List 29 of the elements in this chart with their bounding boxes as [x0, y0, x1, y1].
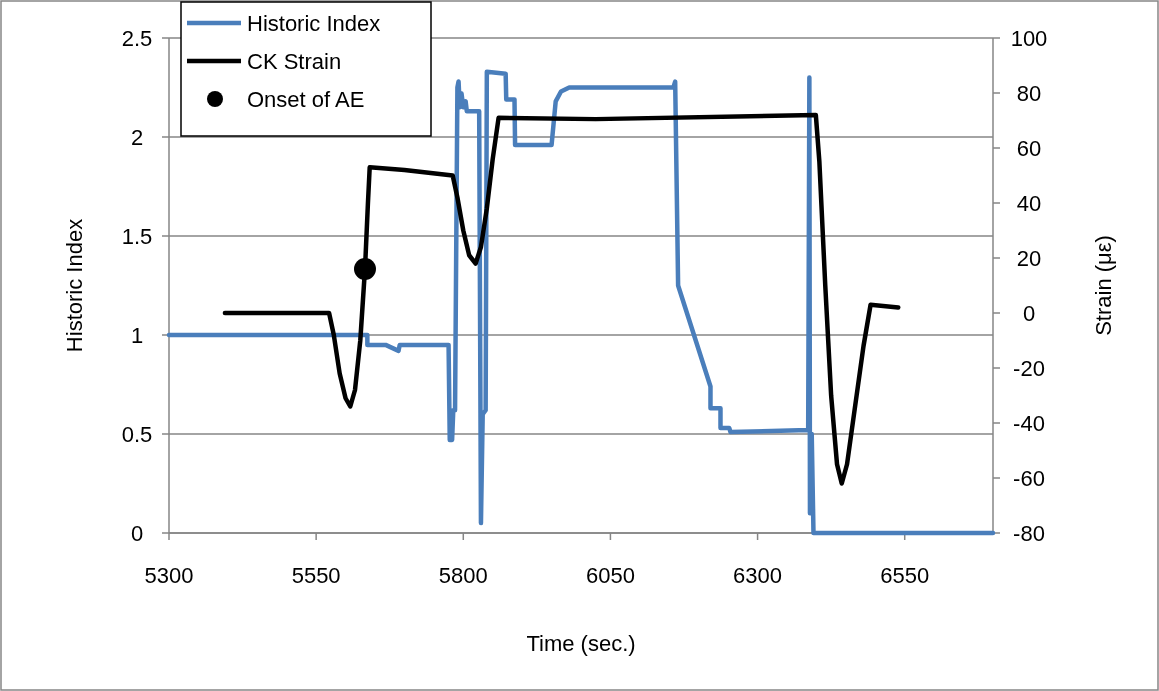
x-tick-label: 6050: [585, 563, 635, 588]
x-tick-label: 5300: [144, 563, 194, 588]
y-axis-title: Historic Index: [61, 218, 87, 353]
x-tick-label: 5550: [291, 563, 341, 588]
legend-label: Historic Index: [247, 10, 381, 36]
y2-tick-label: 0: [1022, 300, 1036, 326]
y-tick-label: 2.5: [121, 25, 153, 51]
legend-label: Onset of AE: [247, 86, 365, 112]
y2-tick-label: 20: [1016, 245, 1042, 271]
y2-axis-title: Strain (με): [1090, 235, 1116, 336]
y2-tick-label: -60: [1013, 465, 1045, 491]
line-series: [222, 112, 901, 486]
x-tick-label: 5800: [438, 563, 488, 588]
y-tick-label: 1: [130, 322, 144, 348]
y-tick-label: 1.5: [121, 223, 153, 249]
legend-label: CK Strain: [247, 48, 342, 74]
x-tick-label: 6300: [733, 563, 783, 588]
y2-tick-label: 40: [1016, 190, 1042, 216]
x-tick-label: 6550: [880, 563, 930, 588]
y-tick-label: 0: [130, 520, 144, 546]
x-axis-title: Time (sec.): [526, 631, 636, 656]
y2-tick-label: -20: [1013, 355, 1045, 381]
y-tick-label: 2: [130, 124, 144, 150]
y2-tick-label: -80: [1013, 520, 1045, 546]
y2-tick-label: 80: [1016, 80, 1042, 106]
y2-tick-label: 100: [1010, 25, 1048, 51]
y2-tick-label: -40: [1013, 410, 1045, 436]
y-tick-label: 0.5: [121, 421, 153, 447]
y2-tick-label: 60: [1016, 135, 1042, 161]
